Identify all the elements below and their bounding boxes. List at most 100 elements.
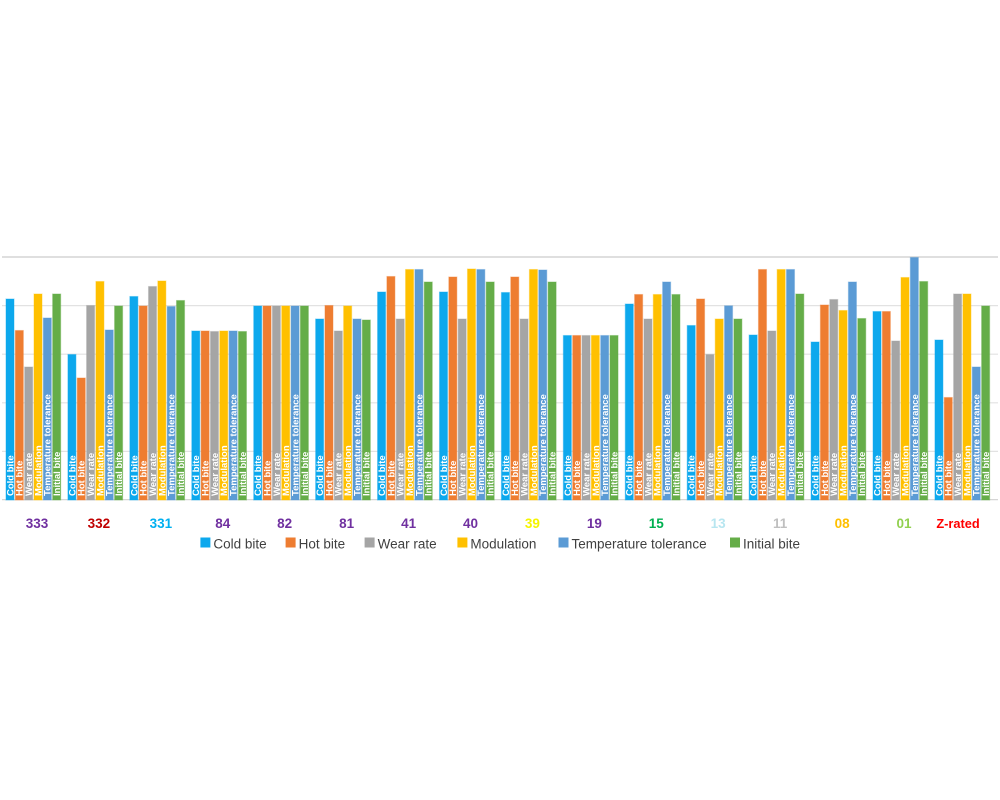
svg-text:Temperature tolerance: Temperature tolerance	[910, 394, 921, 496]
svg-text:Hot bite: Hot bite	[201, 461, 212, 496]
svg-text:Hot bite: Hot bite	[510, 461, 521, 496]
svg-text:Initial bite: Initial bite	[609, 452, 620, 496]
svg-text:Hot bite: Hot bite	[139, 461, 150, 496]
svg-text:333: 333	[26, 516, 49, 531]
svg-text:Wear rate: Wear rate	[148, 453, 159, 496]
svg-text:Hot bite: Hot bite	[634, 461, 645, 496]
svg-text:Cold bite: Cold bite	[687, 455, 698, 496]
svg-text:Hot bite: Hot bite	[820, 461, 831, 496]
svg-text:81: 81	[339, 516, 355, 531]
svg-text:Wear rate: Wear rate	[767, 453, 778, 496]
svg-text:84: 84	[215, 516, 231, 531]
svg-text:Wear rate: Wear rate	[953, 453, 964, 496]
svg-text:Modulation: Modulation	[281, 445, 292, 496]
svg-text:Modulation: Modulation	[777, 445, 788, 496]
svg-text:Initial bite: Initial bite	[362, 452, 373, 496]
svg-text:Initial bite: Initial bite	[548, 452, 559, 496]
svg-text:Initial bite: Initial bite	[424, 452, 435, 496]
svg-text:82: 82	[277, 516, 292, 531]
svg-text:Temperature tolerance: Temperature tolerance	[662, 394, 673, 496]
svg-text:Temperature tolerance: Temperature tolerance	[352, 394, 363, 496]
svg-text:Cold bite: Cold bite	[563, 455, 574, 496]
svg-text:11: 11	[773, 516, 788, 531]
svg-text:Initial bite: Initial bite	[857, 452, 868, 496]
svg-text:Hot bite: Hot bite	[299, 537, 346, 552]
svg-text:Wear rate: Wear rate	[520, 453, 531, 496]
svg-text:19: 19	[587, 516, 602, 531]
svg-text:Cold bite: Cold bite	[5, 455, 16, 496]
svg-text:08: 08	[835, 516, 851, 531]
svg-text:Wear rate: Wear rate	[24, 453, 35, 496]
svg-text:Modulation: Modulation	[838, 445, 849, 496]
svg-text:Modulation: Modulation	[343, 445, 354, 496]
svg-text:Wear rate: Wear rate	[334, 453, 345, 496]
svg-text:Initial bite: Initial bite	[300, 452, 311, 496]
svg-text:Hot bite: Hot bite	[572, 461, 583, 496]
svg-text:41: 41	[401, 516, 417, 531]
svg-text:Temperature tolerance: Temperature tolerance	[414, 394, 425, 496]
svg-text:Cold bite: Cold bite	[810, 455, 821, 496]
svg-text:Temperature tolerance: Temperature tolerance	[476, 394, 487, 496]
svg-text:Hot bite: Hot bite	[758, 461, 769, 496]
svg-text:Hot bite: Hot bite	[386, 461, 397, 496]
svg-text:40: 40	[463, 516, 478, 531]
svg-text:Temperature tolerance: Temperature tolerance	[786, 394, 797, 496]
svg-text:Cold bite: Cold bite	[191, 455, 202, 496]
svg-text:Modulation: Modulation	[33, 445, 44, 496]
svg-text:Temperature tolerance: Temperature tolerance	[600, 394, 611, 496]
svg-text:Temperature tolerance: Temperature tolerance	[290, 394, 301, 496]
svg-text:Cold bite: Cold bite	[501, 455, 512, 496]
svg-text:331: 331	[150, 516, 173, 531]
svg-text:Cold bite: Cold bite	[67, 455, 78, 496]
svg-text:Modulation: Modulation	[157, 445, 168, 496]
svg-text:Temperature tolerance: Temperature tolerance	[167, 394, 178, 496]
svg-text:Hot bite: Hot bite	[882, 461, 893, 496]
svg-text:Cold bite: Cold bite	[253, 455, 264, 496]
svg-text:Temperature tolerance: Temperature tolerance	[972, 394, 983, 496]
svg-text:Cold bite: Cold bite	[315, 455, 326, 496]
svg-text:Wear rate: Wear rate	[581, 453, 592, 496]
svg-text:Temperature tolerance: Temperature tolerance	[848, 394, 859, 496]
svg-text:Wear rate: Wear rate	[643, 453, 654, 496]
svg-text:Modulation: Modulation	[470, 537, 536, 552]
svg-text:Temperature tolerance: Temperature tolerance	[538, 394, 549, 496]
svg-text:Modulation: Modulation	[900, 445, 911, 496]
svg-text:Initial bite: Initial bite	[486, 452, 497, 496]
svg-text:Hot bite: Hot bite	[262, 461, 273, 496]
svg-text:Modulation: Modulation	[715, 445, 726, 496]
svg-text:Cold bite: Cold bite	[749, 455, 760, 496]
svg-text:332: 332	[88, 516, 111, 531]
svg-text:Cold bite: Cold bite	[439, 455, 450, 496]
svg-text:Wear rate: Wear rate	[891, 453, 902, 496]
svg-text:Modulation: Modulation	[95, 445, 106, 496]
svg-text:Hot bite: Hot bite	[15, 461, 26, 496]
svg-text:Temperature tolerance: Temperature tolerance	[724, 394, 735, 496]
svg-text:Temperature tolerance: Temperature tolerance	[229, 394, 240, 496]
svg-text:Hot bite: Hot bite	[324, 461, 335, 496]
svg-text:Cold bite: Cold bite	[934, 455, 945, 496]
svg-text:Wear rate: Wear rate	[378, 537, 437, 552]
svg-text:Hot bite: Hot bite	[448, 461, 459, 496]
svg-text:Modulation: Modulation	[962, 445, 973, 496]
svg-text:Z-rated: Z-rated	[936, 516, 979, 531]
svg-text:Wear rate: Wear rate	[86, 453, 97, 496]
svg-text:Modulation: Modulation	[467, 445, 478, 496]
svg-text:Cold bite: Cold bite	[625, 455, 636, 496]
svg-text:Hot bite: Hot bite	[696, 461, 707, 496]
svg-text:Initial bite: Initial bite	[743, 537, 800, 552]
svg-text:Initial bite: Initial bite	[733, 452, 744, 496]
svg-text:Wear rate: Wear rate	[396, 453, 407, 496]
svg-text:Modulation: Modulation	[591, 445, 602, 496]
svg-text:Cold bite: Cold bite	[213, 537, 266, 552]
svg-text:Modulation: Modulation	[653, 445, 664, 496]
svg-text:Wear rate: Wear rate	[829, 453, 840, 496]
svg-text:Hot bite: Hot bite	[944, 461, 955, 496]
svg-text:Wear rate: Wear rate	[458, 453, 469, 496]
svg-text:Modulation: Modulation	[219, 445, 230, 496]
svg-text:Modulation: Modulation	[529, 445, 540, 496]
svg-text:01: 01	[896, 516, 912, 531]
svg-text:39: 39	[525, 516, 540, 531]
svg-text:Hot bite: Hot bite	[77, 461, 88, 496]
svg-text:Initial bite: Initial bite	[795, 452, 806, 496]
svg-text:Modulation: Modulation	[405, 445, 416, 496]
